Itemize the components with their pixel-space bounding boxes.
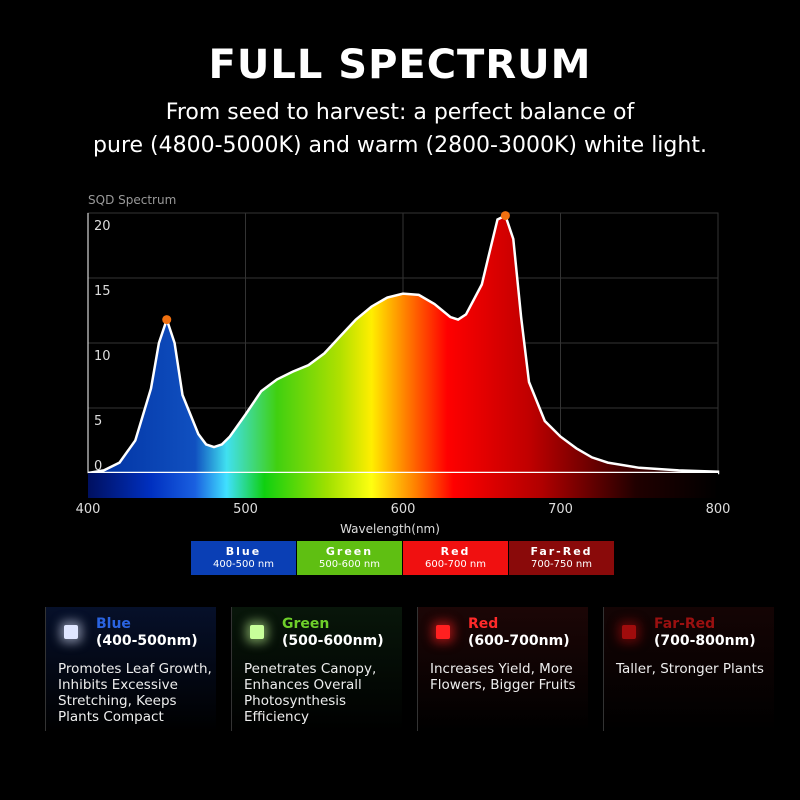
legend-range: 400-500 nm bbox=[212, 559, 275, 570]
legend-item: Far-Red 700-750 nm bbox=[509, 541, 614, 575]
led-square-icon bbox=[622, 625, 636, 639]
card-name: Far-Red bbox=[654, 616, 716, 632]
chart-title: SQD Spectrum bbox=[88, 193, 176, 207]
y-tick-label: 0 bbox=[94, 459, 102, 474]
card-description: Increases Yield, More Flowers, Bigger Fr… bbox=[430, 661, 576, 693]
band-card: Blue (400-500nm) Promotes Leaf Growth, Inh… bbox=[45, 607, 216, 731]
legend-name: Red bbox=[440, 545, 471, 558]
x-tick-label: 500 bbox=[233, 502, 258, 517]
card-name: Blue bbox=[96, 616, 131, 632]
band-card: Red (600-700nm) Increases Yield, More Flow… bbox=[417, 607, 588, 731]
x-tick-label: 800 bbox=[706, 502, 731, 517]
legend-range: 500-600 nm bbox=[318, 559, 381, 570]
x-axis-label: Wavelength(nm) bbox=[340, 522, 440, 536]
card-description: Taller, Stronger Plants bbox=[616, 661, 764, 677]
band-cards: Blue (400-500nm) Promotes Leaf Growth, Inh… bbox=[45, 607, 789, 731]
subtitle-line: pure (4800-5000K) and warm (2800-3000K) … bbox=[93, 133, 707, 158]
card-range: (600-700nm) bbox=[468, 633, 570, 649]
legend-name: Green bbox=[325, 545, 374, 558]
legend-name: Far-Red bbox=[530, 545, 593, 558]
card-description: Penetrates Canopy, Enhances Overall Phot… bbox=[244, 661, 377, 725]
card-description: Promotes Leaf Growth, Inhibits Excessive… bbox=[58, 661, 212, 725]
legend-name: Blue bbox=[225, 545, 262, 558]
band-card: Green (500-600nm) Penetrates Canopy, Enhan… bbox=[231, 607, 402, 731]
legend-range: 700-750 nm bbox=[530, 559, 593, 570]
band-card: Far-Red (700-800nm) Taller, Stronger Plant… bbox=[603, 607, 774, 731]
color-legend: Blue 400-500 nm Green 500-600 nm Red 600-700 … bbox=[191, 541, 615, 575]
legend-item: Blue 400-500 nm bbox=[191, 541, 296, 575]
page-title: FULL SPECTRUM bbox=[208, 42, 592, 88]
spectrum-chart: SQD Spectrum 0 5 10 15 20 400 500 600 700 800 Wav… bbox=[76, 193, 731, 536]
led-square-icon bbox=[250, 625, 264, 639]
card-name: Green bbox=[282, 616, 330, 632]
peak-marker bbox=[162, 315, 172, 325]
subtitle-line: From seed to harvest: a perfect balance … bbox=[165, 100, 635, 125]
led-square-icon bbox=[436, 625, 450, 639]
x-tick-label: 700 bbox=[548, 502, 573, 517]
card-range: (700-800nm) bbox=[654, 633, 756, 649]
y-tick-label: 15 bbox=[94, 284, 111, 299]
led-square-icon bbox=[64, 625, 78, 639]
y-tick-label: 10 bbox=[94, 349, 111, 364]
legend-item: Red 600-700 nm bbox=[403, 541, 508, 575]
card-range: (500-600nm) bbox=[282, 633, 384, 649]
legend-item: Green 500-600 nm bbox=[297, 541, 402, 575]
y-tick-label: 5 bbox=[94, 414, 102, 429]
spectrum-area bbox=[87, 213, 720, 475]
spectrum-bar bbox=[88, 473, 718, 498]
card-name: Red bbox=[468, 616, 499, 632]
y-tick-label: 20 bbox=[94, 219, 111, 234]
x-tick-label: 600 bbox=[391, 502, 416, 517]
subtitle: From seed to harvest: a perfect balance … bbox=[0, 96, 800, 162]
x-tick-label: 400 bbox=[76, 502, 101, 517]
legend-range: 600-700 nm bbox=[424, 559, 487, 570]
card-range: (400-500nm) bbox=[96, 633, 198, 649]
peak-marker bbox=[500, 211, 510, 221]
